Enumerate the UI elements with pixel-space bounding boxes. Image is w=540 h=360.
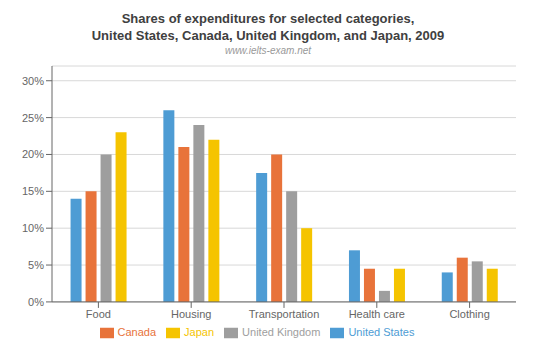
html-text:Japan: Japan [184, 325, 215, 338]
svg-text:25%: 25% [22, 112, 44, 124]
svg-text:20%: 20% [22, 148, 44, 160]
html-text:United States, Canada, United: United States, Canada, United Kingdom, a… [91, 28, 445, 43]
svg-text:Transportation: Transportation [249, 308, 320, 320]
svg-text:30%: 30% [22, 75, 44, 87]
svg-text:10%: 10% [22, 222, 44, 234]
svg-text:0%: 0% [28, 296, 44, 308]
html-text:United States: United States [348, 325, 415, 338]
svg-text:5%: 5% [28, 259, 44, 271]
svg-text:Clothing: Clothing [449, 308, 489, 320]
html-text:United Kingdom: United Kingdom [242, 325, 321, 338]
svg-text:Health care: Health care [349, 308, 405, 320]
svg-text:Food: Food [86, 308, 111, 320]
svg-text:Housing: Housing [171, 308, 211, 320]
svg-text:15%: 15% [22, 185, 44, 197]
html-text:Canada: Canada [117, 325, 157, 338]
html-text:www.ielts-exam.net: www.ielts-exam.net [224, 45, 312, 56]
html-text:Shares of expenditures for sel: Shares of expenditures for selected cate… [121, 11, 415, 26]
